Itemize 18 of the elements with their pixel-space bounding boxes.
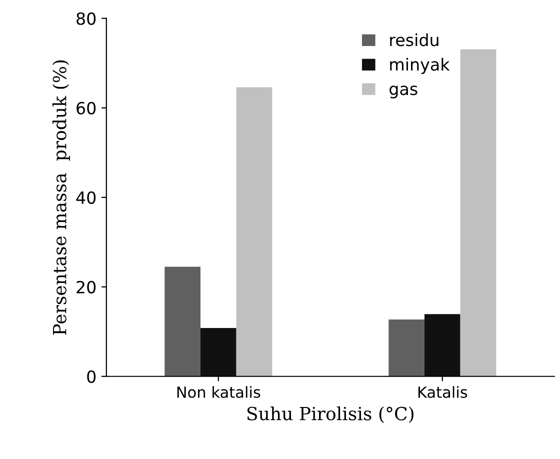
legend-label: residu xyxy=(390,33,438,46)
bar xyxy=(460,49,496,376)
y-axis-title: Persentase massa produk (%) xyxy=(52,60,70,335)
bar xyxy=(424,314,460,376)
bar xyxy=(236,87,272,376)
y-tick-label: 0 xyxy=(87,370,96,383)
x-tick-label: Katalis xyxy=(418,386,468,398)
y-tick-label: 40 xyxy=(76,191,96,204)
bar xyxy=(200,328,236,376)
legend-label: gas xyxy=(390,86,418,98)
y-tick-label: 60 xyxy=(76,102,96,114)
bar xyxy=(164,266,200,376)
bar xyxy=(388,320,424,376)
y-tick-label: 80 xyxy=(76,12,96,25)
legend-label: minyak xyxy=(390,58,450,74)
y-tick-label: 20 xyxy=(76,280,96,294)
x-axis-title: Suhu Pirolisis (°C) xyxy=(247,406,414,423)
x-tick-label: Non katalis xyxy=(177,386,260,398)
